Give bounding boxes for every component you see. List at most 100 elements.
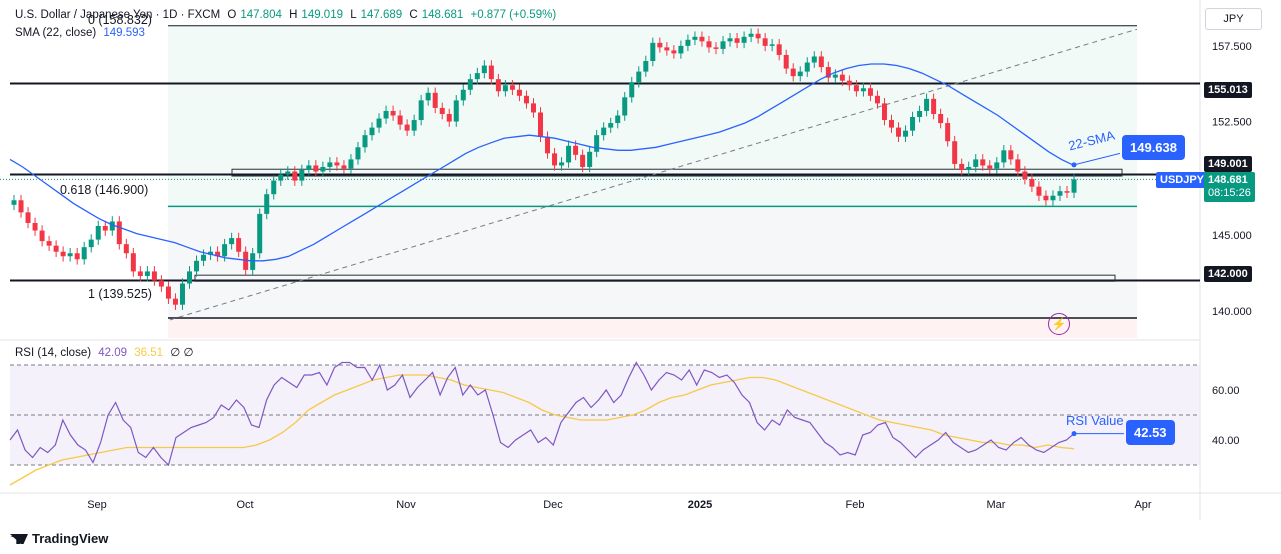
candle xyxy=(608,117,614,133)
candle-body xyxy=(151,271,157,281)
rsi-value: 42.09 xyxy=(98,347,128,359)
candle xyxy=(130,247,136,277)
candle xyxy=(165,281,171,304)
candle-body xyxy=(383,110,389,119)
candle-body xyxy=(853,85,859,92)
price-tick: 145.000 xyxy=(1212,230,1252,242)
candle-body xyxy=(348,159,354,169)
candle xyxy=(643,55,649,77)
candle-body xyxy=(88,239,94,248)
candle-body xyxy=(832,74,838,78)
candle-body xyxy=(453,100,459,122)
candle xyxy=(32,217,38,236)
candle-body xyxy=(889,120,894,128)
time-tick: Dec xyxy=(543,499,563,511)
candle xyxy=(102,220,108,236)
candle-body xyxy=(109,221,115,231)
candle xyxy=(46,235,52,251)
candle-body xyxy=(952,141,958,164)
rsi-annotation: RSI Value xyxy=(1066,413,1124,428)
candle xyxy=(432,87,438,114)
candle xyxy=(250,247,256,276)
candle xyxy=(910,111,916,136)
candle-body xyxy=(1029,179,1035,187)
last-price-value: 148.681 xyxy=(1208,174,1248,186)
candle-body xyxy=(1001,150,1007,163)
candle xyxy=(867,82,873,102)
candle-body xyxy=(81,247,87,260)
candle-body xyxy=(860,88,866,92)
rsi-legend[interactable]: RSI (14, close) 42.09 36.51 ∅ ∅ xyxy=(15,345,197,359)
candle xyxy=(1064,185,1070,198)
candle-body xyxy=(236,238,242,252)
candle-body xyxy=(509,85,515,90)
time-tick: Sep xyxy=(87,499,107,511)
candle-body xyxy=(783,54,789,69)
tradingview-logo[interactable]: TradingView xyxy=(10,531,108,546)
candle xyxy=(1015,154,1021,177)
candle-body xyxy=(474,73,480,80)
fib-zone-below xyxy=(168,317,1137,338)
candle xyxy=(355,141,361,165)
candle-body xyxy=(446,113,452,122)
candle-body xyxy=(966,166,972,170)
candle-body xyxy=(896,127,902,137)
candle-body xyxy=(1064,191,1070,193)
countdown-value: 08:15:26 xyxy=(1208,187,1251,199)
candle xyxy=(172,293,178,310)
candle xyxy=(1029,173,1035,192)
tv-logo-icon xyxy=(10,534,28,544)
candle-body xyxy=(825,67,831,78)
candle-body xyxy=(432,92,438,108)
candle-body xyxy=(278,174,284,181)
rsi-tick: 40.00 xyxy=(1212,435,1240,447)
candle xyxy=(1050,190,1056,206)
candle-body xyxy=(320,166,326,172)
candle xyxy=(495,73,501,97)
candle xyxy=(383,105,389,124)
candle xyxy=(903,125,909,142)
sma-legend[interactable]: SMA (22, close) 149.593 xyxy=(15,27,149,39)
rsi-extra: ∅ ∅ xyxy=(170,347,194,359)
candle-body xyxy=(762,38,768,46)
candle xyxy=(874,90,880,109)
candle-body xyxy=(222,244,228,257)
time-tick: Feb xyxy=(846,499,865,511)
candle xyxy=(137,266,143,282)
candle-body xyxy=(755,33,761,39)
candle-body xyxy=(699,36,705,42)
candle xyxy=(896,122,902,142)
resistance-box xyxy=(231,168,1123,177)
support-box xyxy=(194,274,1116,282)
candle xyxy=(959,158,965,176)
candle xyxy=(938,108,944,129)
candle xyxy=(559,157,565,171)
candle-body xyxy=(797,71,803,77)
price-tick: 152.500 xyxy=(1212,117,1252,129)
candle xyxy=(685,34,691,52)
candle-body xyxy=(18,200,24,213)
currency-selector[interactable]: JPY xyxy=(1205,8,1262,30)
candle xyxy=(776,39,782,61)
candle-body xyxy=(678,45,684,54)
candle-body xyxy=(959,163,965,170)
candle-body xyxy=(39,230,45,242)
sma-callout-line xyxy=(1073,152,1121,166)
candle-body xyxy=(404,124,410,131)
candle-body xyxy=(713,47,719,49)
rsi-line xyxy=(9,361,1075,467)
candle-body xyxy=(938,113,944,124)
candle xyxy=(194,255,200,277)
candle xyxy=(446,108,452,127)
candle xyxy=(418,95,424,126)
time-tick: Oct xyxy=(236,499,253,511)
rsi-tick: 60.00 xyxy=(1212,385,1240,397)
candle-body xyxy=(917,110,923,118)
lightning-icon[interactable]: ⚡ xyxy=(1048,313,1070,335)
candle xyxy=(53,240,59,258)
candle-body xyxy=(664,47,670,51)
candle-body xyxy=(369,127,375,136)
candle-body xyxy=(545,136,551,154)
candle xyxy=(945,117,951,147)
candle xyxy=(229,232,235,250)
